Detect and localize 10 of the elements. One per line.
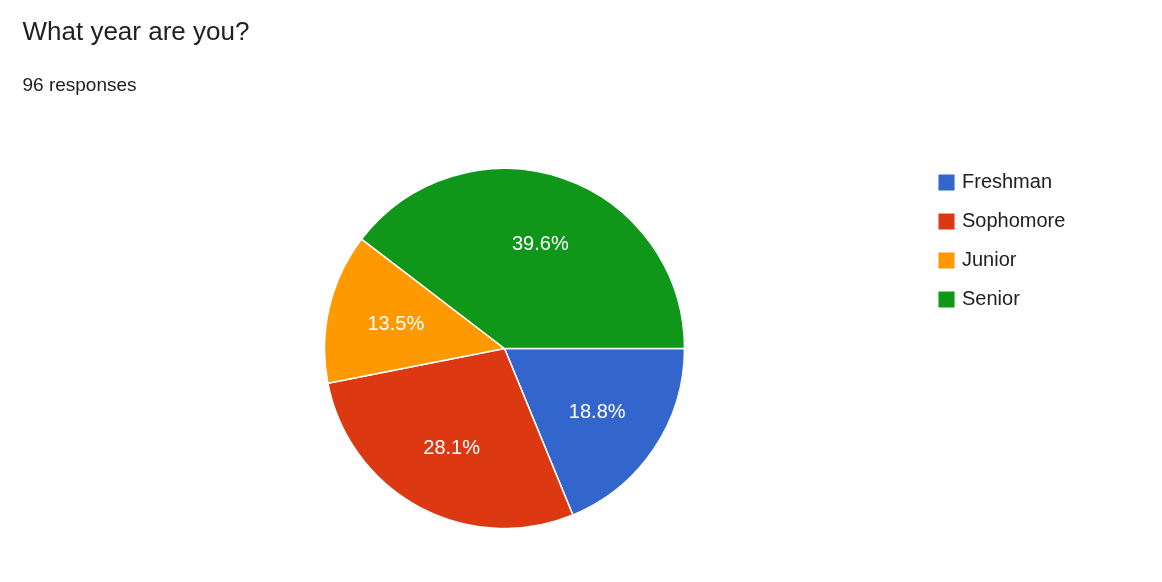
chart-title: What year are you? (22, 15, 250, 46)
text: 96 responses (22, 74, 137, 95)
data-label: 18.8% (568, 399, 626, 422)
data-label: 28.1% (423, 435, 481, 458)
legend-label: Freshman (962, 170, 1053, 193)
legend-label: Junior (962, 248, 1017, 271)
legend-label: Senior (962, 287, 1020, 310)
data-label: 13.5% (367, 312, 425, 335)
legend-label: Sophomore (962, 209, 1066, 232)
data-label: 39.6% (511, 231, 569, 254)
